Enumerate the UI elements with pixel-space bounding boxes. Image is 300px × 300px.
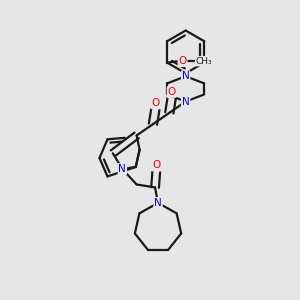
Text: N: N [182,71,190,81]
Text: O: O [151,98,160,108]
Text: CH₃: CH₃ [196,57,212,66]
Text: N: N [154,198,162,208]
Text: O: O [152,160,160,170]
Text: N: N [182,97,190,106]
Text: O: O [168,87,176,97]
Text: O: O [178,56,187,66]
Text: N: N [118,164,126,174]
